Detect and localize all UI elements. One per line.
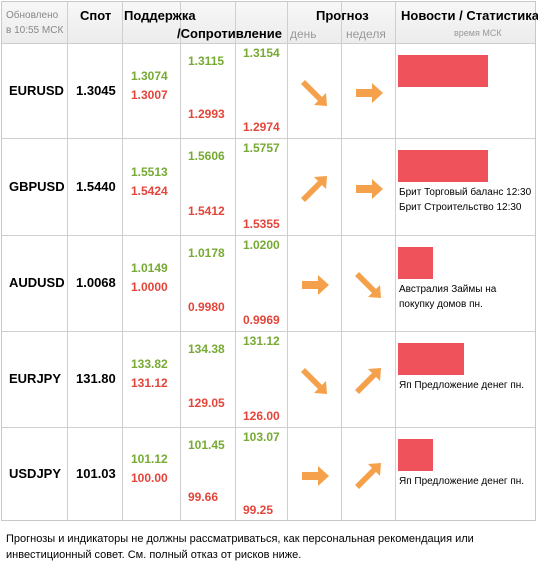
disclaimer: Прогнозы и индикаторы не должны рассматр… [6,533,474,561]
news-importance-bar [398,439,433,471]
col-forecast: Прогноз [316,8,369,23]
support-3: 1.5757 [243,141,280,155]
news-item[interactable]: Брит Торговый баланс 12:30 [399,187,532,198]
table-row: EURUSD 1.3045 1.3074 1.3007 1.3115 1.2993 1.31… [2,43,535,138]
resistance-3: 0.9969 [243,313,280,327]
updated-time: в 10:55 МСК [6,25,64,36]
table-row: EURJPY 131.80 133.82 131.12 134.38 129.05 131.… [2,331,535,427]
arrow-up-right-icon [354,461,384,491]
news-importance-bar [398,343,464,375]
support-2: 1.0178 [188,246,225,260]
table-row: AUDUSD 1.0068 1.0149 1.0000 1.0178 0.9980 1.02… [2,235,535,331]
support-2: 1.3115 [188,54,225,68]
resistance-3: 126.00 [243,409,280,423]
symbol: GBPUSD [9,179,65,194]
col-time-msk: время МСК [454,28,502,38]
resistance-3: 1.2974 [243,120,280,134]
resistance-3: 1.5355 [243,217,280,231]
forex-table: Обновлено в 10:55 МСК Спот Поддержка /Со… [1,1,538,521]
arrow-down-right-icon [300,78,330,108]
spot-price: 1.0068 [76,275,116,290]
support-1: 101.12 [131,452,168,466]
support-2: 1.5606 [188,149,225,163]
news-item[interactable]: Австралия Займы на [399,284,497,295]
resistance-3: 99.25 [243,503,274,517]
resistance-1: 1.0000 [131,280,168,294]
arrow-right-icon [300,270,330,300]
symbol: AUDUSD [9,275,65,290]
support-3: 1.0200 [243,238,280,252]
resistance-2: 129.05 [188,396,225,410]
arrow-right-icon [354,78,384,108]
support-1: 1.0149 [131,261,168,275]
arrow-up-right-icon [354,366,384,396]
table-header [2,2,535,44]
support-3: 1.3154 [243,46,280,60]
col-support: Поддержка [124,8,196,23]
table-row: USDJPY 101.03 101.12 100.00 101.45 99.66 103.0… [2,427,535,521]
symbol: EURUSD [9,83,64,98]
support-3: 103.07 [243,430,280,444]
resistance-1: 131.12 [131,376,168,390]
resistance-2: 1.2993 [188,107,225,121]
arrow-down-right-icon [354,270,384,300]
news-item[interactable]: Яп Предложение денег пн. [399,476,525,487]
col-week: неделя [346,27,386,41]
arrow-up-right-icon [300,174,330,204]
resistance-1: 1.5424 [131,184,168,198]
resistance-2: 99.66 [188,490,219,504]
spot-price: 1.5440 [76,179,116,194]
arrow-down-right-icon [300,366,330,396]
arrow-right-icon [354,174,384,204]
support-1: 133.82 [131,357,168,371]
news-importance-bar [398,247,433,279]
news-importance-bar [398,55,488,87]
news-item[interactable]: Яп Предложение денег пн. [399,380,525,391]
support-3: 131.12 [243,334,280,348]
col-spot: Спот [80,8,112,23]
support-2: 101.45 [188,438,225,452]
table-row: GBPUSD 1.5440 1.5513 1.5424 1.5606 1.5412 1.57… [2,138,535,235]
updated-label: Обновлено [6,10,59,21]
spot-price: 1.3045 [76,83,116,98]
spot-price: 101.03 [76,466,116,481]
support-2: 134.38 [188,342,225,356]
news-item[interactable]: Брит Строительство 12:30 [399,202,522,213]
arrow-right-icon [300,461,330,491]
resistance-2: 1.5412 [188,204,225,218]
col-resistance: /Сопротивление [177,26,282,41]
col-day: день [290,27,317,41]
symbol: USDJPY [9,466,62,481]
news-item[interactable]: покупку домов пн. [399,299,483,310]
resistance-1: 100.00 [131,471,168,485]
resistance-1: 1.3007 [131,88,168,102]
spot-price: 131.80 [76,371,116,386]
news-importance-bar [398,150,488,182]
resistance-2: 0.9980 [188,300,225,314]
support-1: 1.5513 [131,165,168,179]
col-news: Новости / Статистика [401,8,538,23]
symbol: EURJPY [9,371,62,386]
support-1: 1.3074 [131,69,168,83]
